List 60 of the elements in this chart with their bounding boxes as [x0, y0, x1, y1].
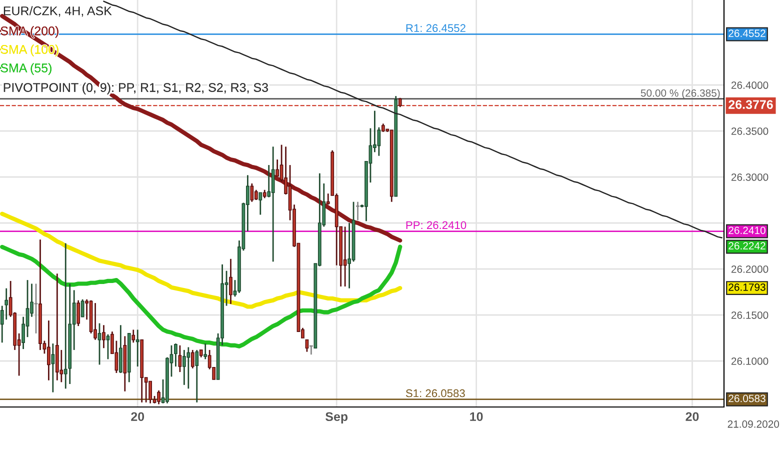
candlestick	[398, 97, 402, 108]
y-tick-label: 26.4000	[731, 82, 768, 89]
candlestick	[254, 189, 258, 201]
candlestick	[276, 158, 280, 177]
candlestick	[157, 390, 160, 405]
line-series	[0, 212, 402, 309]
y-tick-label: 26.3000	[731, 174, 768, 181]
candlestick	[106, 334, 110, 360]
candlestick	[178, 344, 182, 373]
candlestick	[271, 146, 275, 262]
candlestick	[98, 322, 102, 366]
candlestick	[267, 164, 271, 198]
candlestick	[102, 324, 106, 349]
annotation: 50.00 % (26.385)	[640, 89, 720, 99]
candlestick	[195, 349, 199, 404]
candlestick	[356, 201, 360, 221]
legend-label: SMA (55)	[0, 63, 52, 75]
candlestick	[343, 226, 347, 288]
candlestick	[47, 320, 50, 382]
candlestick	[204, 342, 208, 360]
candlestick	[132, 329, 136, 344]
candlestick	[118, 324, 122, 374]
x-tick-label: Sep	[325, 412, 348, 424]
candlestick	[250, 182, 254, 203]
y-tick-label: 26.1000	[731, 358, 768, 365]
candlestick	[94, 302, 97, 341]
candlestick	[229, 258, 232, 305]
candlestick	[258, 192, 262, 216]
candlestick	[76, 300, 80, 327]
candlestick	[4, 288, 8, 320]
ref-line-label: PP: 26.2410	[406, 221, 466, 230]
candlestick	[136, 329, 140, 368]
x-tick-label: 20	[131, 412, 144, 422]
y-tick-label: 26.2000	[731, 266, 768, 273]
annotation: 26.2242	[728, 242, 766, 250]
ref-line-label: 26.3776	[728, 100, 773, 109]
candlestick	[51, 342, 55, 393]
x-tick-label: 10	[470, 412, 483, 422]
y-tick-label: 26.3500	[731, 128, 768, 135]
annotation: 26.1793	[728, 283, 766, 291]
chart-title: EUR/CZK, 4H, ASK	[4, 6, 112, 17]
ref-line-label: R1: 26.4552	[406, 24, 466, 32]
text: 21.09.2020	[728, 420, 780, 428]
candlestick	[182, 349, 186, 386]
candlestick	[348, 222, 351, 290]
candlestick	[174, 342, 178, 368]
candlestick	[64, 242, 68, 390]
ref-line-label: S1: 26.0583	[406, 389, 465, 398]
candlestick	[80, 298, 84, 318]
candlestick	[186, 346, 190, 390]
annotation: 26.2410	[728, 226, 766, 234]
y-tick-label: 26.1500	[731, 312, 768, 319]
annotation: 26.0583	[728, 394, 766, 402]
line-series	[0, 244, 402, 348]
candlestick	[190, 349, 194, 370]
annotation: 26.4552	[728, 30, 766, 38]
x-tick-label: 20	[686, 412, 699, 422]
candlestick	[34, 283, 38, 334]
candlestick	[148, 380, 152, 404]
candlestick	[305, 339, 309, 352]
